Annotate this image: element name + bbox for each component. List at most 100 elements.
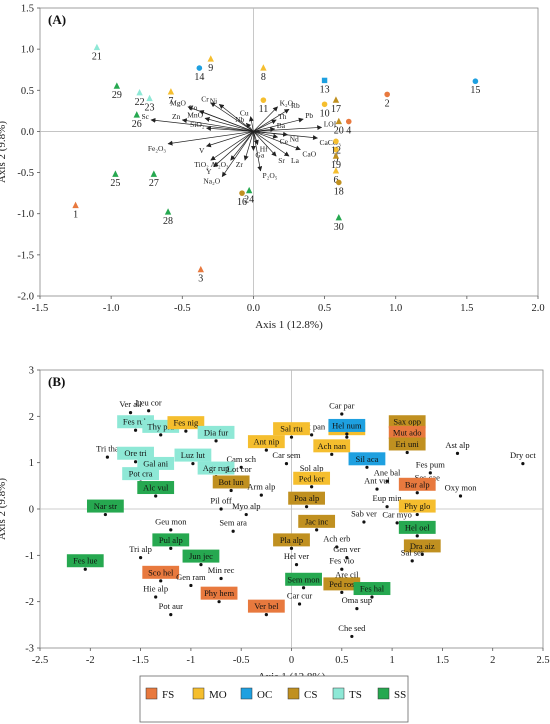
loading-label: Ni: [210, 96, 218, 105]
species-label-box: [398, 520, 436, 534]
species-label-box: [117, 446, 154, 460]
species-point: [345, 435, 349, 439]
species-label: Geu mon: [155, 516, 187, 526]
species-point: [133, 428, 138, 432]
species-point: [284, 461, 289, 466]
loading-label: SiO₂: [190, 120, 205, 129]
species-point: [133, 460, 138, 464]
loading-label: Na₂O: [203, 177, 220, 186]
loading-label: Nd: [290, 135, 299, 144]
loading-arrow: [253, 125, 323, 132]
x-tick-label: 0.0: [247, 303, 260, 314]
species-point: [184, 429, 188, 433]
y-axis-label: Axis 2 (9.8%): [0, 478, 8, 540]
loading-label: Th: [278, 112, 287, 121]
species-label-box: [388, 415, 426, 429]
site-marker-triangle: [113, 82, 121, 89]
species-point: [289, 435, 294, 439]
site-marker-triangle: [335, 214, 342, 221]
loading-arrow: [253, 131, 301, 151]
species-label-box: [353, 582, 391, 596]
species-label: Arm alp: [247, 482, 275, 492]
ordination-panel-a: -1.5 -1.0 -0.5 0.0 0.5 1.0 1.5 2.0-2.0-1.5-1.0-…: [0, 4, 545, 332]
y-tick-label: 0.5: [21, 86, 34, 97]
species-point: [521, 461, 525, 466]
species-point: [219, 507, 223, 511]
species-label-box: [212, 475, 250, 489]
site-marker-circle: [333, 146, 339, 153]
species-label-box: [403, 539, 441, 553]
site-label: 18: [334, 186, 344, 197]
loading-label: Cr: [201, 95, 209, 104]
species-label: Pla alp: [280, 535, 303, 545]
y-tick-label: -2: [25, 597, 34, 608]
site-label: 11: [259, 104, 269, 115]
panel-label: (B): [48, 374, 65, 389]
species-point: [154, 494, 158, 498]
x-tick-label: -0.5: [174, 303, 191, 314]
species-point: [428, 471, 432, 475]
legend-label: CS: [304, 689, 317, 701]
legend-label: MO: [209, 689, 227, 701]
species-point: [169, 546, 173, 550]
species-label: Ach nan: [317, 441, 346, 451]
loading-arrow: [253, 117, 304, 132]
species-point: [239, 465, 243, 469]
loading-arrow: [245, 122, 254, 132]
loading-label: Cu: [240, 109, 249, 118]
species-label-box: [313, 439, 351, 453]
species-label: Sax pan: [298, 421, 326, 431]
x-tick-label: 0.5: [318, 303, 331, 314]
species-label: Bar alp: [405, 479, 430, 489]
species-point: [191, 461, 195, 466]
loading-arrow: [253, 131, 277, 157]
y-tick-label: -2.0: [17, 292, 34, 303]
loading-arrow: [253, 131, 318, 141]
species-label-box: [388, 425, 426, 439]
x-tick-label: -1.0: [103, 303, 120, 314]
species-label-box: [182, 549, 220, 563]
species-label-box: [137, 481, 175, 495]
species-label: Bot lun: [218, 477, 244, 487]
species-point: [375, 487, 379, 491]
site-marker-circle: [472, 78, 479, 85]
site-marker-triangle: [136, 88, 143, 96]
species-label: Agr rup: [203, 463, 230, 473]
loading-label: Hf: [260, 145, 268, 154]
species-point: [154, 595, 158, 599]
site-label: 17: [331, 104, 341, 115]
site-marker-circle: [384, 91, 390, 98]
species-label: Pot aur: [159, 601, 183, 611]
legend-label: TS: [349, 689, 362, 701]
site-marker-triangle: [260, 64, 267, 71]
x-tick-label: 2: [490, 655, 495, 666]
species-label: Nar str: [94, 501, 118, 511]
site-marker-triangle: [335, 117, 342, 125]
species-label: Poa alp: [294, 493, 319, 503]
site-label: 1: [73, 209, 78, 220]
species-point: [159, 433, 163, 437]
species-label: Fes nig: [173, 418, 199, 428]
site-label: 30: [334, 222, 344, 233]
site-label: 26: [132, 119, 142, 130]
site-marker-triangle: [245, 186, 253, 194]
species-label: Sil aca: [355, 454, 378, 464]
species-point: [301, 586, 306, 590]
species-label: Pul alp: [159, 535, 183, 545]
species-point: [458, 494, 463, 498]
species-label: Myo alp: [232, 501, 261, 511]
species-point: [340, 412, 344, 416]
species-point: [159, 579, 163, 583]
site-label: 27: [149, 178, 159, 189]
loading-label: Sc: [141, 112, 149, 121]
species-point: [199, 563, 203, 567]
species-point: [370, 595, 374, 599]
loading-label: Rb: [291, 101, 300, 110]
species-label: Ver all: [119, 399, 142, 409]
species-label-box: [398, 477, 436, 491]
loading-arrow: [253, 131, 290, 157]
species-label: Dry oct: [510, 450, 536, 460]
loading-arrow: [181, 118, 254, 132]
species-point: [189, 583, 193, 588]
